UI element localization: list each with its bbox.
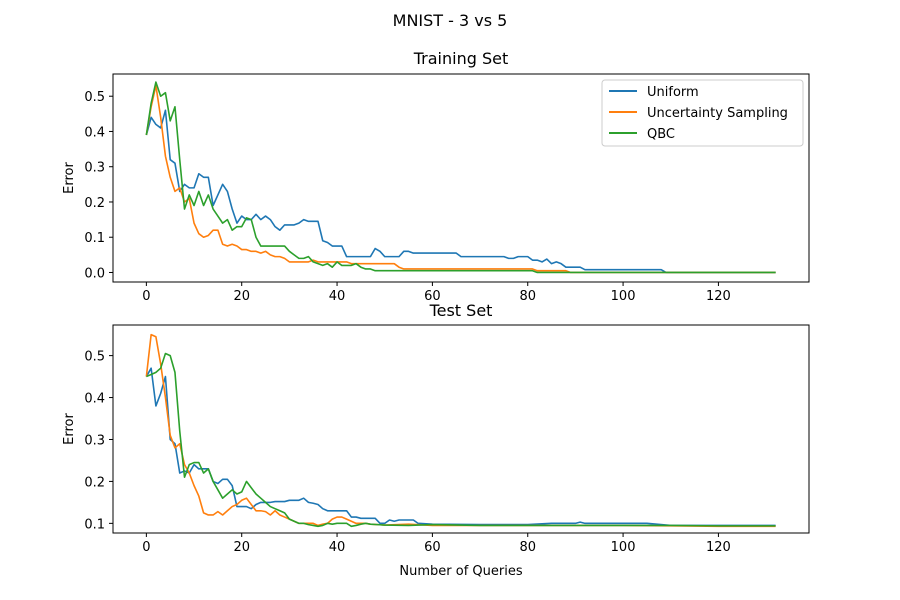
test-set-x-tick-label: 0: [142, 540, 150, 555]
test-set-y-tick-label: 0.5: [84, 350, 105, 365]
training-set-axes-frame: [112, 73, 810, 283]
training-set-title: Training Set: [413, 49, 509, 68]
legend-label-uncertainty-sampling: Uncertainty Sampling: [647, 106, 788, 121]
test-set-x-tick-label: 60: [424, 540, 441, 555]
training-set-y-tick-label: 0.2: [84, 196, 105, 211]
training-set-x-tick-label: 20: [233, 289, 250, 304]
test-set-ticks-group: 0 20 40 60 80 100 120 0.1 0.2 0.3 0.4 0.5: [84, 350, 731, 555]
test-set-series-line-qbc: [146, 352, 776, 528]
training-set-series-line-qbc: [145, 81, 776, 274]
training-set-x-tick-label: 100: [611, 289, 636, 304]
training-set-x-tick-label: 40: [329, 289, 346, 304]
test-set-x-tick-label: 40: [329, 540, 346, 555]
legend: Uniform Uncertainty Sampling QBC: [601, 79, 804, 147]
training-set-ticks-group: 0 20 40 60 80 100 120 0.0 0.1 0.2 0.3 0.4 0.5: [84, 90, 731, 304]
test-set-series-group: [145, 333, 776, 528]
figure-suptitle: MNIST - 3 vs 5: [393, 11, 508, 30]
training-set-x-tick-label: 0: [142, 289, 150, 304]
training-set-y-tick-label: 0.1: [84, 231, 105, 246]
training-set-series-line-uniform: [145, 109, 776, 274]
training-set-y-tick-label: 0.0: [84, 266, 105, 281]
test-set-x-axis-label: Number of Queries: [399, 564, 522, 579]
test-set-y-tick-label: 0.2: [84, 475, 105, 490]
test-set-y-tick-label: 0.4: [84, 392, 105, 407]
training-set-series-line-uncertainty-sampling: [145, 84, 776, 274]
test-set-x-tick-label: 80: [519, 540, 536, 555]
training-set-y-tick-label: 0.4: [84, 125, 105, 140]
training-set-y-tick-label: 0.5: [84, 90, 105, 105]
training-set-x-tick-label: 120: [706, 289, 731, 304]
training-set-y-tick-label: 0.3: [84, 161, 105, 176]
training-set-series-group: [145, 81, 776, 274]
test-set-x-tick-label: 100: [611, 540, 636, 555]
training-set-x-tick-label: 60: [424, 289, 441, 304]
training-set-y-axis-label: Error: [62, 162, 77, 194]
test-set-x-tick-label: 120: [706, 540, 731, 555]
test-set-y-axis-label: Error: [62, 413, 77, 445]
legend-label-uniform: Uniform: [647, 85, 699, 100]
test-set-y-tick-label: 0.3: [84, 433, 105, 448]
legend-box: [601, 79, 804, 147]
test-set-title: Test Set: [429, 301, 493, 320]
test-set-x-tick-label: 20: [233, 540, 250, 555]
test-set-series-line-uniform: [145, 367, 776, 527]
training-set-x-tick-label: 80: [519, 289, 536, 304]
training-set-plot: Training Set 0 20 40 60 80 100 120 0.0 0.1 0.2 0.3…: [62, 49, 810, 304]
test-set-axes-frame: [112, 324, 810, 534]
legend-label-qbc: QBC: [647, 127, 675, 142]
test-set-y-tick-label: 0.1: [84, 517, 105, 532]
test-set-plot: Test Set 0 20 40 60 80 100 1200.10.20.30.40.5 …: [62, 301, 810, 579]
